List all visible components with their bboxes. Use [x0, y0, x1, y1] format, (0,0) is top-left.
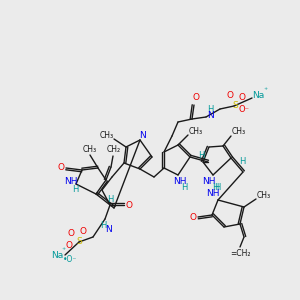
- Text: O: O: [226, 92, 233, 100]
- Text: ⁺: ⁺: [62, 245, 66, 254]
- Text: •O⁻: •O⁻: [63, 256, 77, 265]
- Text: NH: NH: [64, 176, 78, 185]
- Text: H: H: [100, 220, 106, 230]
- Text: S: S: [76, 238, 82, 247]
- Text: H: H: [107, 194, 113, 203]
- Text: CH₃: CH₃: [83, 145, 97, 154]
- Text: =CH₂: =CH₂: [230, 248, 250, 257]
- Text: ⁺: ⁺: [263, 85, 267, 94]
- Text: O: O: [68, 229, 74, 238]
- Text: Na: Na: [51, 250, 63, 260]
- Text: O⁻: O⁻: [238, 106, 250, 115]
- Text: NH: NH: [173, 176, 187, 185]
- Text: O: O: [190, 212, 196, 221]
- Text: CH₂: CH₂: [107, 146, 121, 154]
- Text: NH: NH: [206, 190, 220, 199]
- Text: H: H: [207, 106, 213, 115]
- Text: Na: Na: [252, 91, 264, 100]
- Text: N: N: [106, 224, 112, 233]
- Text: O: O: [238, 94, 245, 103]
- Text: O: O: [125, 200, 133, 209]
- Text: CH₃: CH₃: [189, 127, 203, 136]
- Text: CH₃: CH₃: [100, 130, 114, 140]
- Text: O: O: [58, 164, 64, 172]
- Text: O: O: [65, 242, 73, 250]
- Text: NH: NH: [202, 176, 216, 185]
- Text: S: S: [232, 101, 238, 110]
- Text: N: N: [207, 112, 213, 121]
- Text: N: N: [139, 130, 145, 140]
- Text: O: O: [80, 227, 86, 236]
- Text: H: H: [181, 184, 187, 193]
- Text: H: H: [198, 151, 204, 160]
- Text: CH₃: CH₃: [257, 190, 271, 200]
- Text: O: O: [193, 94, 200, 103]
- Text: H: H: [239, 158, 245, 166]
- Text: H: H: [214, 182, 220, 191]
- Text: CH₃: CH₃: [232, 128, 246, 136]
- Text: H: H: [72, 184, 78, 194]
- Text: H: H: [212, 184, 218, 193]
